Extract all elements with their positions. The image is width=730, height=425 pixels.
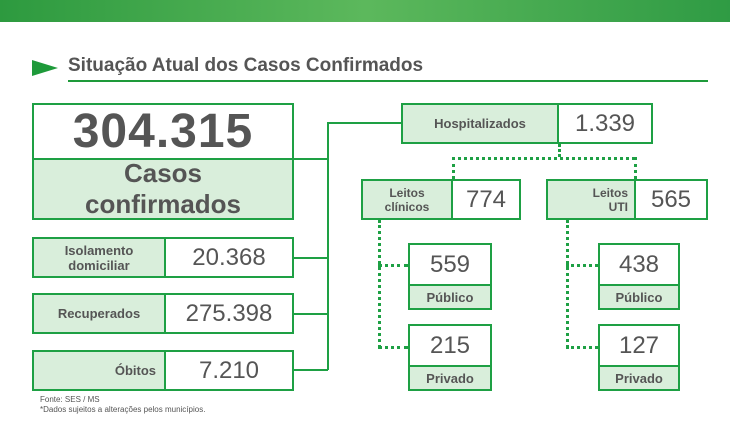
isolation-label-box: Isolamento domiciliar (32, 237, 166, 278)
connector-from-deaths (294, 369, 328, 371)
connector-from-confirmed (294, 158, 328, 160)
title-underline (68, 80, 708, 82)
deaths-value-box: 7.210 (164, 350, 294, 391)
dotted-connector (566, 220, 569, 348)
dotted-connector (378, 220, 381, 348)
clinical-public-label-box: Público (408, 284, 492, 310)
icu-beds-label-line2: UTI (608, 199, 628, 214)
page-title: Situação Atual dos Casos Confirmados (68, 55, 424, 76)
connector-to-hospitalized (327, 122, 402, 124)
isolation-label-line2: domiciliar (68, 257, 130, 273)
dotted-connector (378, 264, 408, 267)
clinical-private-value-box: 215 (408, 324, 492, 367)
icu-public-label-box: Público (598, 284, 680, 310)
isolation-label-line1: Isolamento (64, 242, 134, 258)
icu-private-label: Privado (615, 370, 663, 386)
footer-source: Fonte: SES / MS (40, 395, 100, 404)
footer-note: *Dados sujeitos a alterações pelos munic… (40, 405, 206, 414)
hospitalized-label: Hospitalizados (434, 116, 526, 131)
recovered-value-box: 275.398 (164, 293, 294, 334)
arrow-icon (32, 60, 58, 76)
icu-beds-label-line1: Leitos (592, 185, 628, 200)
isolation-value-box: 20.368 (164, 237, 294, 278)
clinical-private-label-box: Privado (408, 365, 492, 391)
recovered-label: Recuperados (57, 306, 141, 321)
dotted-connector (634, 157, 637, 179)
icu-public-label: Público (615, 289, 663, 305)
clinical-private-value: 215 (429, 331, 471, 359)
connector-vertical (327, 122, 329, 370)
deaths-label: Óbitos (114, 363, 156, 378)
confirmed-label-line2: confirmados (84, 189, 242, 219)
clinical-beds-label-line2: clínicos (384, 199, 430, 214)
hospitalized-label-box: Hospitalizados (401, 103, 559, 144)
hospitalized-value-box: 1.339 (557, 103, 653, 144)
clinical-beds-value-box: 774 (451, 179, 521, 220)
clinical-public-value-box: 559 (408, 243, 492, 286)
dotted-connector (566, 264, 598, 267)
dotted-connector (452, 157, 635, 160)
clinical-private-label: Privado (426, 370, 474, 386)
clinical-beds-label-line1: Leitos (389, 185, 425, 200)
clinical-beds-label-box: Leitos clínicos (361, 179, 453, 220)
icu-beds-value-box: 565 (634, 179, 708, 220)
clinical-beds-value: 774 (465, 185, 507, 213)
top-banner (0, 0, 730, 22)
dotted-connector (378, 346, 408, 349)
isolation-value: 20.368 (192, 243, 266, 271)
icu-private-label-box: Privado (598, 365, 680, 391)
clinical-public-label: Público (426, 289, 474, 305)
icu-public-value: 438 (618, 250, 660, 278)
deaths-label-box: Óbitos (32, 350, 166, 391)
deaths-value: 7.210 (198, 356, 260, 384)
dotted-connector (558, 144, 561, 157)
connector-from-recovered (294, 313, 328, 315)
icu-public-value-box: 438 (598, 243, 680, 286)
confirmed-value: 304.315 (72, 105, 254, 158)
icu-private-value-box: 127 (598, 324, 680, 367)
hospitalized-value: 1.339 (574, 109, 636, 137)
recovered-value: 275.398 (185, 299, 273, 327)
icu-beds-value: 565 (650, 185, 692, 213)
confirmed-label-box: Casos confirmados (32, 158, 294, 220)
dotted-connector (452, 157, 455, 179)
dotted-connector (566, 346, 598, 349)
recovered-label-box: Recuperados (32, 293, 166, 334)
icu-private-value: 127 (618, 331, 660, 359)
icu-beds-label-box: Leitos UTI (546, 179, 636, 220)
connector-from-isolation (294, 257, 328, 259)
clinical-public-value: 559 (429, 250, 471, 278)
confirmed-value-box: 304.315 (32, 103, 294, 160)
confirmed-label-line1: Casos (123, 158, 203, 188)
